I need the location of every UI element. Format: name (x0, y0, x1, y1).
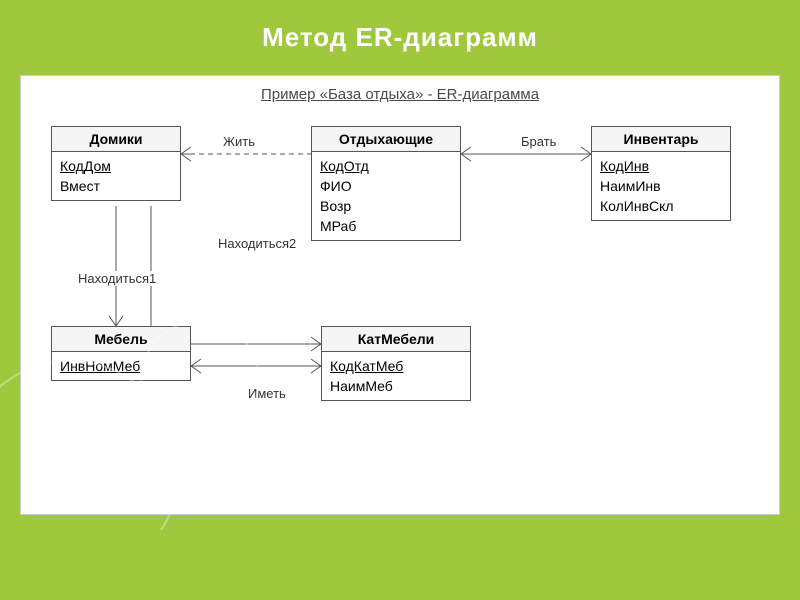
entity-body: КодОтдФИОВозрМРаб (312, 152, 460, 240)
entity-attr: КодКатМеб (330, 356, 462, 376)
entity-attr: Возр (320, 196, 452, 216)
entity-domiki: ДомикиКодДомВмест (51, 126, 181, 201)
entity-attr: МРаб (320, 216, 452, 236)
entity-attr: КодИнв (600, 156, 722, 176)
entity-title: КатМебели (322, 327, 470, 352)
page-title: Метод ER-диаграмм (262, 22, 538, 53)
entity-attr: НаимИнв (600, 176, 722, 196)
entity-body: КодДомВмест (52, 152, 180, 200)
entity-attr: ФИО (320, 176, 452, 196)
entity-attr: КодОтд (320, 156, 452, 176)
entity-katmebeli: КатМебелиКодКатМебНаимМеб (321, 326, 471, 401)
relation-label: Жить (221, 134, 257, 149)
entity-body: КодИнвНаимИнвКолИнвСкл (592, 152, 730, 220)
bottom-band (0, 530, 800, 600)
relation-label: Брать (519, 134, 558, 149)
page-header: Метод ER-диаграмм (0, 0, 800, 75)
entity-body: КодКатМебНаимМеб (322, 352, 470, 400)
diagram-subtitle: Пример «База отдыха» - ER-диаграмма (261, 86, 539, 103)
entity-attr: НаимМеб (330, 376, 462, 396)
entity-invent: ИнвентарьКодИнвНаимИнвКолИнвСкл (591, 126, 731, 221)
entity-title: Отдыхающие (312, 127, 460, 152)
entity-attr: Вмест (60, 176, 172, 196)
entity-title: Инвентарь (592, 127, 730, 152)
relation-label: Находиться1 (76, 271, 158, 286)
edge (151, 206, 321, 344)
entity-attr: КодДом (60, 156, 172, 176)
relation-label: Находиться2 (216, 236, 298, 251)
entity-otdyh: ОтдыхающиеКодОтдФИОВозрМРаб (311, 126, 461, 241)
entity-title: Домики (52, 127, 180, 152)
entity-attr: КолИнвСкл (600, 196, 722, 216)
